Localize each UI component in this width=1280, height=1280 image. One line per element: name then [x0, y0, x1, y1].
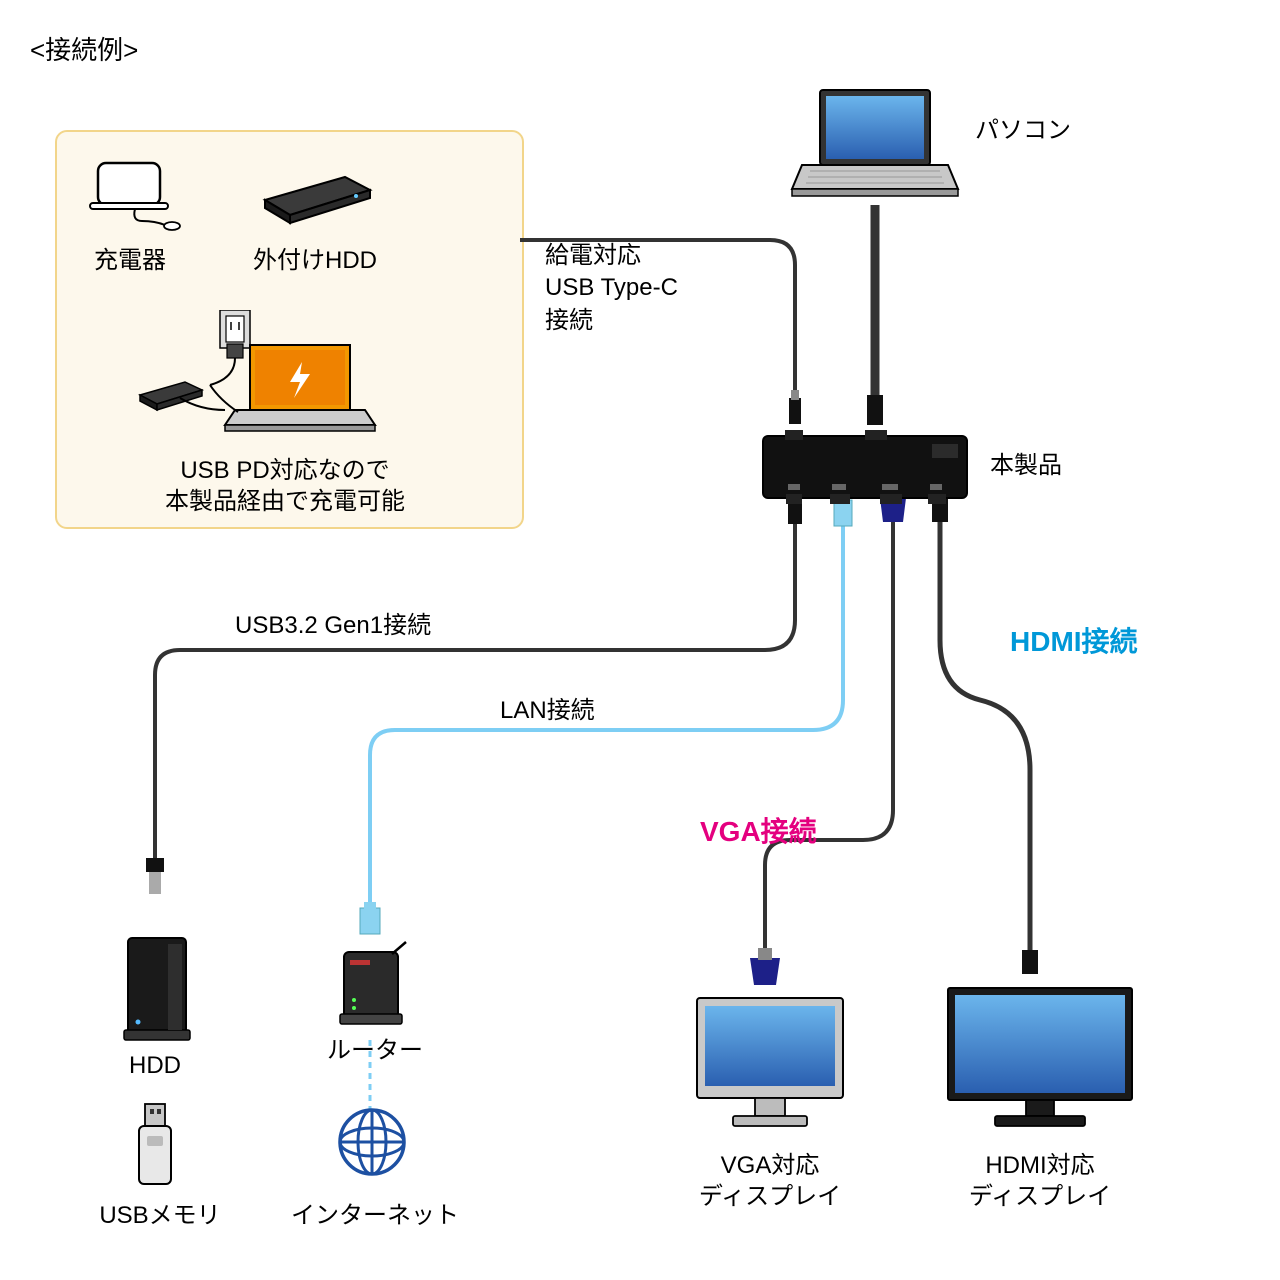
pd-scene-icon [130, 310, 390, 455]
hdmi-monitor-icon [940, 980, 1140, 1150]
external-hdd-label: 外付けHDD [225, 245, 405, 276]
laptop-label: パソコン [975, 115, 1071, 146]
charger-icon [80, 155, 190, 240]
hdd-label: HDD [115, 1050, 195, 1081]
page-title: <接続例> [30, 30, 138, 67]
router-icon [328, 940, 418, 1040]
laptop-icon [790, 85, 960, 215]
usbc-connection-label: 給電対応 USB Type-C 接続 [545, 240, 765, 337]
usb-memory-label: USBメモリ [80, 1200, 240, 1231]
vga-connection-label: VGA接続 [700, 810, 817, 850]
internet-label: インターネット [270, 1200, 480, 1231]
hdd-icon [110, 930, 210, 1055]
vga-monitor-icon [685, 990, 855, 1150]
hub-icon [760, 428, 970, 513]
pd-note-label: USB PD対応なので 本製品経由で充電可能 [70, 455, 500, 517]
hdmi-connection-label: HDMI接続 [1010, 620, 1138, 660]
hdmi-monitor-label: HDMI対応 ディスプレイ [920, 1150, 1160, 1212]
globe-icon [335, 1105, 410, 1185]
usb-memory-icon [125, 1100, 185, 1200]
charger-label: 充電器 [70, 245, 190, 276]
vga-monitor-label: VGA対応 ディスプレイ [650, 1150, 890, 1212]
usb32-label: USB3.2 Gen1接続 [235, 610, 431, 641]
external-hdd-icon [250, 165, 380, 240]
lan-label: LAN接続 [500, 695, 595, 726]
router-label: ルーター [310, 1035, 440, 1066]
hub-label: 本製品 [990, 450, 1062, 481]
